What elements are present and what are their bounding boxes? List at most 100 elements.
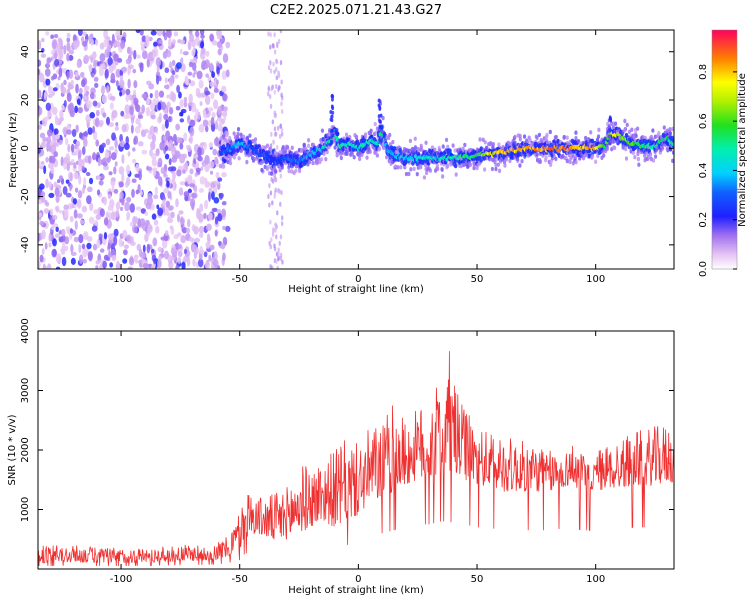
spectrogram-noise-cell xyxy=(45,31,50,36)
spectrogram-noise-cell xyxy=(222,93,228,102)
spectrogram-noise-cell xyxy=(51,39,58,50)
spectrogram-noise-cell xyxy=(99,63,106,70)
spectrogram-noise-cell xyxy=(275,234,278,240)
spectrogram-noise-cell xyxy=(210,116,215,126)
spectrogram-spike-cell xyxy=(331,110,335,115)
colorbar-gradient xyxy=(712,30,737,269)
spectrogram-noise-cell xyxy=(54,233,61,239)
spectrogram-noise-cell xyxy=(70,79,74,85)
spectrogram-noise-cell xyxy=(92,243,98,251)
spectrogram-noise-cell xyxy=(78,233,84,244)
colorbar-ticks: 0.0 0.2 0.4 0.6 0.8 xyxy=(698,64,737,277)
spectrogram-noise-cell xyxy=(195,88,201,93)
spectrogram-halo-cell xyxy=(444,137,449,143)
spectrogram-noise-cell xyxy=(267,193,270,199)
spectrogram-noise-cell xyxy=(66,70,70,80)
spectrogram-halo-cell xyxy=(491,142,495,147)
spectrogram-halo-cell xyxy=(636,126,640,131)
spectrogram-noise-cell xyxy=(145,34,150,44)
snr-y-tick-label: 3000 xyxy=(20,378,31,403)
spectrogram-halo-cell xyxy=(657,131,661,136)
spectrogram-halo-cell xyxy=(653,154,658,159)
spectrogram-noise-cell xyxy=(157,176,163,187)
spectrogram-halo-cell xyxy=(508,158,512,164)
spectrogram-noise-cell xyxy=(208,254,212,262)
spectrogram-noise-cell xyxy=(61,234,66,242)
spectrogram-noise-cell xyxy=(280,131,284,137)
spectrogram-halo-cell xyxy=(365,155,369,160)
spectrogram-noise-cell xyxy=(100,174,105,180)
spectrogram-noise-cell xyxy=(155,225,160,234)
spectrogram-noise-cell xyxy=(128,94,133,101)
spectrogram-noise-cell xyxy=(200,47,206,55)
colorbar-frame xyxy=(711,29,738,270)
spectrogram-noise-cell xyxy=(96,175,102,180)
spectrogram-noise-cell xyxy=(146,97,150,106)
spectrogram-noise-cell xyxy=(122,258,128,264)
spectrogram-noise-cell xyxy=(52,238,57,247)
spectrogram-halo-cell xyxy=(413,145,418,150)
spectrogram-noise-cell xyxy=(53,33,59,39)
spectrogram-halo-cell xyxy=(232,155,237,160)
spectrogram-noise-cell xyxy=(79,87,83,95)
spectrogram-noise-cell xyxy=(119,75,124,83)
spectrogram-noise-cell xyxy=(279,60,283,66)
spectrogram-noise-cell xyxy=(203,251,208,258)
spectrogram-noise-cell xyxy=(88,216,95,224)
spectrogram-noise-cell xyxy=(157,246,163,253)
spectrogram-noise-cell xyxy=(154,126,159,135)
spectrogram-noise-cell xyxy=(223,116,227,121)
spectrogram-noise-cell xyxy=(92,152,97,161)
spectrogram-noise-cell xyxy=(104,48,110,58)
spectrogram-noise-cell xyxy=(177,257,182,264)
spectrogram-halo-cell xyxy=(446,144,450,150)
spectrogram-noise-cell xyxy=(66,129,72,135)
spectrogram-noise-cell xyxy=(115,80,119,87)
spectrogram-noise-cell xyxy=(39,220,45,226)
spectrogram-halo-cell xyxy=(544,158,548,163)
spectrogram-halo-cell xyxy=(234,151,238,156)
spectrogram-noise-cell xyxy=(167,190,172,199)
snr-x-axis-label: Height of straight line (km) xyxy=(288,585,424,596)
spectrogram-noise-cell xyxy=(102,112,107,118)
spectrogram-noise-cell xyxy=(74,187,79,193)
spectrogram-noise-cell xyxy=(158,90,165,98)
spectrogram-noise-cell xyxy=(189,183,196,188)
spectrogram-noise-cell xyxy=(195,36,200,43)
spectrogram-noise-cell xyxy=(275,83,278,89)
spectrogram-noise-cell xyxy=(46,129,53,137)
spectrogram-noise-cell xyxy=(186,256,191,267)
spectrogram-noise-cell xyxy=(135,206,142,211)
spectrogram-noise-cell xyxy=(83,95,88,101)
spectrogram-halo-cell xyxy=(232,131,236,136)
spectrogram-halo-cell xyxy=(627,129,632,135)
spectrogram-noise-cell xyxy=(270,237,273,243)
spectrogram-noise-cell xyxy=(53,128,59,136)
colorbar-label: Normalized spectral amplitude xyxy=(737,73,748,227)
spectrogram-noise-cell xyxy=(176,62,182,70)
spectrogram-noise-cell xyxy=(199,245,204,255)
spectrogram-noise-cell xyxy=(212,40,218,46)
spectrogram-band-cell xyxy=(453,163,458,169)
spectrogram-noise-cell xyxy=(186,77,189,86)
spectrogram-noise-cell xyxy=(99,208,105,218)
spectrogram-image xyxy=(38,30,674,269)
spectrogram-noise-cell xyxy=(114,126,119,131)
spectrogram-noise-cell xyxy=(188,237,194,242)
spectrogram-noise-cell xyxy=(164,67,170,74)
spectrogram-noise-cell xyxy=(187,39,192,50)
spectrogram-noise-cell xyxy=(275,75,279,81)
spectrogram-noise-cell xyxy=(161,238,168,249)
spectrogram-noise-cell xyxy=(77,190,83,199)
spectrogram-noise-cell xyxy=(178,137,183,144)
spectrogram-noise-cell xyxy=(45,178,49,189)
spectrogram-noise-cell xyxy=(126,196,132,203)
spectrogram-noise-cell xyxy=(164,153,170,160)
spectrogram-noise-cell xyxy=(168,205,174,211)
spectrogram-noise-cell xyxy=(45,201,50,207)
spectrogram-noise-cell xyxy=(189,33,194,42)
spectrogram-noise-cell xyxy=(113,188,119,194)
spectrogram-noise-cell xyxy=(136,54,141,59)
spectrogram-halo-cell xyxy=(671,150,674,155)
spectrogram-noise-cell xyxy=(197,111,201,121)
